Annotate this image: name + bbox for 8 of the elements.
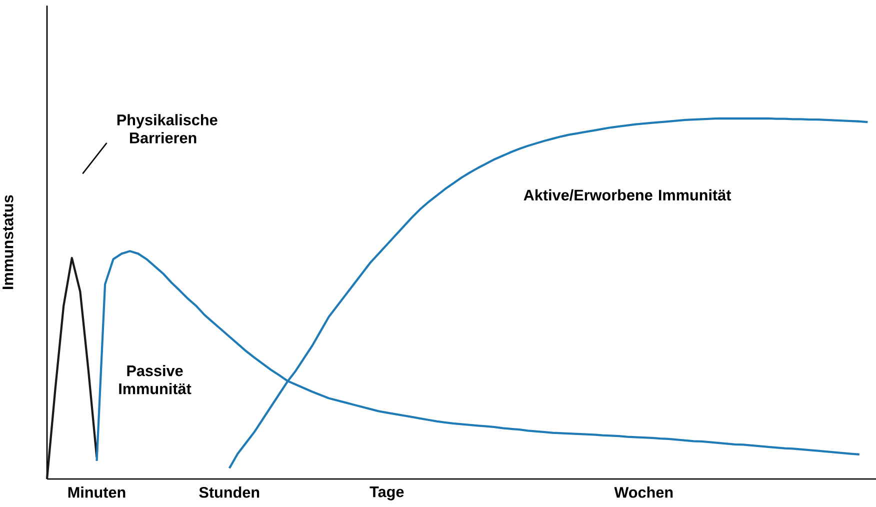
x-tick-label: Wochen [614, 486, 673, 498]
x-tick-label: Stunden [199, 486, 260, 498]
annotation: Passive Immunität [119, 364, 192, 394]
y-axis-title: Immunstatus [2, 195, 14, 290]
x-tick-label: Tage [370, 486, 404, 500]
x-tick-label: Minuten [68, 486, 126, 498]
annotation: Aktive/Erworbene Immunität [524, 189, 732, 201]
annotation: Physikalische Barrieren [117, 114, 218, 144]
